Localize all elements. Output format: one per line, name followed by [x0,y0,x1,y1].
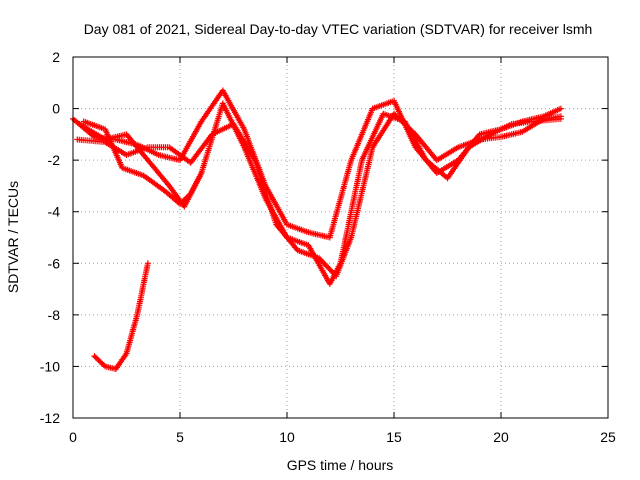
x-tick-label: 5 [176,429,184,445]
y-tick-label: -6 [48,255,61,271]
x-tick-label: 0 [69,429,77,445]
data-series [70,87,564,372]
x-tick-label: 20 [493,429,509,445]
series-track-1 [70,87,564,241]
series-track-3 [74,110,564,280]
series-markers [74,110,564,280]
series-markers [70,87,564,241]
x-tick-label: 25 [600,429,616,445]
series-markers [91,260,151,372]
y-tick-label: -10 [40,358,60,374]
y-tick-label: -8 [48,307,61,323]
grid-lines [73,57,608,418]
series-track-4 [80,118,205,207]
y-tick-label: 2 [52,49,60,65]
y-tick-label: -12 [40,410,60,426]
y-tick-label: -2 [48,152,61,168]
x-axis-label: GPS time / hours [287,457,394,473]
x-tick-label: 15 [386,429,402,445]
x-tick-label: 10 [279,429,295,445]
y-tick-label: 0 [52,101,60,117]
y-axis-label: SDTVAR / TECUs [5,181,21,293]
y-tick-label: -4 [48,204,61,220]
axis-ticks: 0 5 10 15 20 25 -12 -10 -8 -6 -4 -2 0 2 [40,49,616,445]
series-markers [80,118,205,207]
plot-frame [72,56,609,419]
chart-title: Day 081 of 2021, Sidereal Day-to-day VTE… [84,21,593,37]
series-track-5 [91,260,151,372]
